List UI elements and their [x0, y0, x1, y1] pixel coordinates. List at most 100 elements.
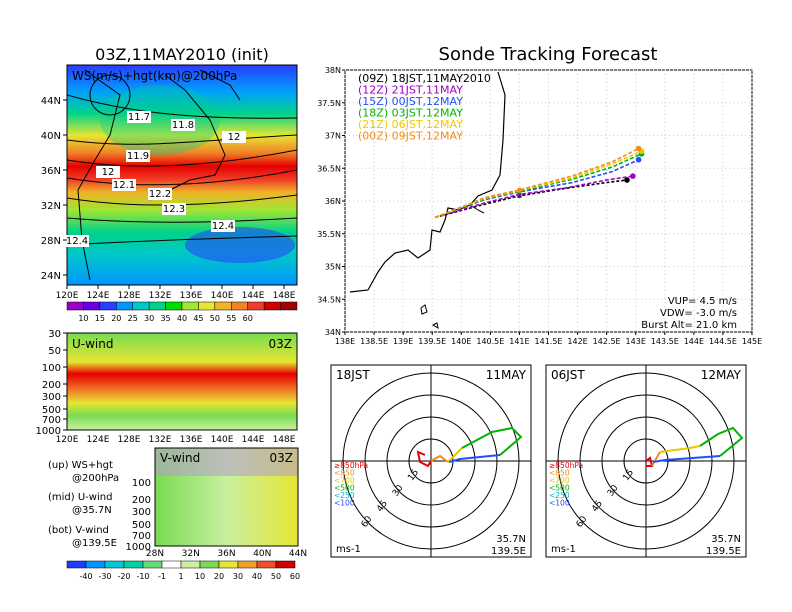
legend-entry: (00Z) 09JST,12MAY — [358, 130, 463, 143]
lon-tick-label: 124E — [87, 435, 110, 445]
lon-tick-label: 141.5E — [535, 337, 563, 346]
track-marker-5 — [517, 187, 522, 192]
hodo-1-level-legend: ≥850hPa<850<700<500<250<100 — [334, 461, 368, 508]
hodo-2-time: 06JST — [551, 368, 585, 382]
lon-tick-label: 132E — [149, 291, 172, 301]
lon-tick-label: 139.5E — [418, 337, 446, 346]
v-wind-time: 03Z — [270, 451, 294, 465]
hodo-1-lon: 139.5E — [491, 546, 526, 557]
contour-label-bg — [148, 188, 172, 200]
lon-tick-label: 128E — [118, 291, 141, 301]
colorbar-swatch — [247, 301, 265, 311]
hodo-trace-700 — [430, 454, 449, 463]
legend-entry: (15Z) 00JST,12MAY — [358, 95, 463, 108]
lon-tick-label: 140E — [211, 291, 234, 301]
v-wind-label: V-wind — [160, 451, 200, 465]
lat-tick-label: 38N — [325, 66, 341, 75]
param-vup: VUP= 4.5 m/s — [668, 296, 737, 307]
level-legend-entry: <850 — [549, 469, 570, 478]
contour-label-bg — [96, 166, 120, 178]
lat-tick-label: 28N — [146, 549, 164, 559]
lon-tick-label: 138E — [335, 337, 355, 346]
hodo-2-lat: 35.7N — [711, 534, 741, 545]
lon-tick-label: 120E — [56, 435, 79, 445]
lon-tick-label: 142E — [567, 337, 587, 346]
main-title: Sonde Tracking Forecast — [439, 44, 658, 65]
hodo-trace-250 — [699, 426, 744, 457]
level-tick-label: 200 — [132, 495, 151, 506]
colorbar-tick-label: 35 — [160, 314, 170, 323]
u-wind-time: 03Z — [269, 337, 293, 351]
level-tick-label: 300 — [42, 392, 61, 403]
level-legend-entry: <500 — [334, 484, 355, 493]
ws-map-label: WS(m/s)+hgt(km)@200hPa — [72, 69, 237, 83]
lon-tick-label: 140E — [451, 337, 471, 346]
colorbar-swatch — [85, 560, 106, 569]
colorbar-tick-label: 45 — [193, 314, 203, 323]
height-contour — [89, 74, 131, 116]
lon-tick-label: 143E — [626, 337, 646, 346]
level-tick-label: 500 — [132, 520, 151, 531]
contour-label: 12.1 — [113, 180, 135, 191]
hodo-trace-700 — [651, 451, 661, 467]
colorbar-tick-label: 50 — [210, 314, 220, 323]
hodo-1-date: 11MAY — [486, 368, 527, 382]
level-tick-label: 50 — [48, 346, 61, 357]
coastline — [349, 71, 506, 293]
tracking-lon-ticks: 138E 138.5E 139E 139.5E 140E 140.5E 141E 141.5E… — [335, 332, 762, 346]
height-contour — [67, 134, 297, 145]
lon-tick-label: 136E — [180, 435, 203, 445]
lat-tick-label: 36N — [41, 166, 61, 177]
colorbar-swatch — [256, 560, 277, 569]
lon-tick-label: 144.5E — [709, 337, 737, 346]
note-bot-1: (bot) V-wind — [48, 525, 109, 536]
colorbar-tick-label: 30 — [144, 314, 154, 323]
level-legend-entry: ≥850hPa — [549, 461, 583, 470]
track-line-5 — [434, 147, 639, 219]
colorbar-swatch — [123, 560, 144, 569]
colorbar-tick-label: 55 — [226, 314, 236, 323]
track-endpoint-1 — [630, 173, 636, 179]
colorbar-swatch — [148, 301, 166, 311]
level-tick-label: 100 — [132, 478, 151, 489]
lat-tick-label: 36.5N — [317, 164, 341, 173]
ws-contour-labels: 11.7 11.8 12 11.9 12 12.1 12.2 12.3 12.4 12.4 — [65, 111, 246, 247]
lon-tick-label: 148E — [273, 291, 296, 301]
lon-tick-label: 138.5E — [360, 337, 388, 346]
contour-label: 12.4 — [212, 221, 234, 232]
contour-label-bg — [126, 150, 150, 162]
colorbar-tick-label: 30 — [233, 572, 243, 581]
colorbar-tick-label: 20 — [111, 314, 121, 323]
colorbar-swatch — [231, 301, 248, 311]
lat-tick-label: 35.5N — [317, 230, 341, 239]
contour-label: 12.2 — [149, 189, 171, 200]
legend-entry: (18Z) 03JST,12MAY — [358, 107, 463, 120]
colorbar-tick-label: -10 — [136, 572, 149, 581]
hodo-trace-850 — [645, 456, 654, 467]
lat-tick-label: 36N — [325, 197, 341, 206]
colorbar-swatch — [66, 301, 84, 311]
height-contour — [67, 217, 297, 223]
colorbar-swatch — [66, 560, 87, 569]
ws-lon-ticks: 120E 124E 128E 132E 136E 140E 144E 148E — [56, 285, 296, 301]
hodo-trace-850 — [416, 450, 432, 468]
colorbar-tick-label: 20 — [214, 572, 224, 581]
level-legend-entry: <250 — [549, 491, 570, 500]
v-wind-frame — [154, 447, 299, 547]
u-wind-label: U-wind — [72, 337, 113, 351]
lat-tick-label: 37.5N — [317, 99, 341, 108]
hodo-trace-100 — [652, 455, 721, 463]
v-lat-ticks: 28N 32N 36N 40N 44N — [146, 549, 307, 559]
lon-tick-label: 144E — [242, 435, 265, 445]
ws-map-frame — [66, 64, 298, 286]
param-vdw: VDW= -3.0 m/s — [660, 308, 737, 319]
ws-colorbar: 10 15 20 25 30 35 40 45 50 55 60 — [66, 301, 298, 323]
height-contour — [67, 149, 297, 167]
contour-label: 12 — [228, 132, 241, 143]
colorbar-swatch — [161, 560, 182, 569]
v-wind-field — [155, 448, 298, 476]
note-mid-1: (mid) U-wind — [48, 492, 112, 503]
contour-label: 12.4 — [66, 236, 88, 247]
